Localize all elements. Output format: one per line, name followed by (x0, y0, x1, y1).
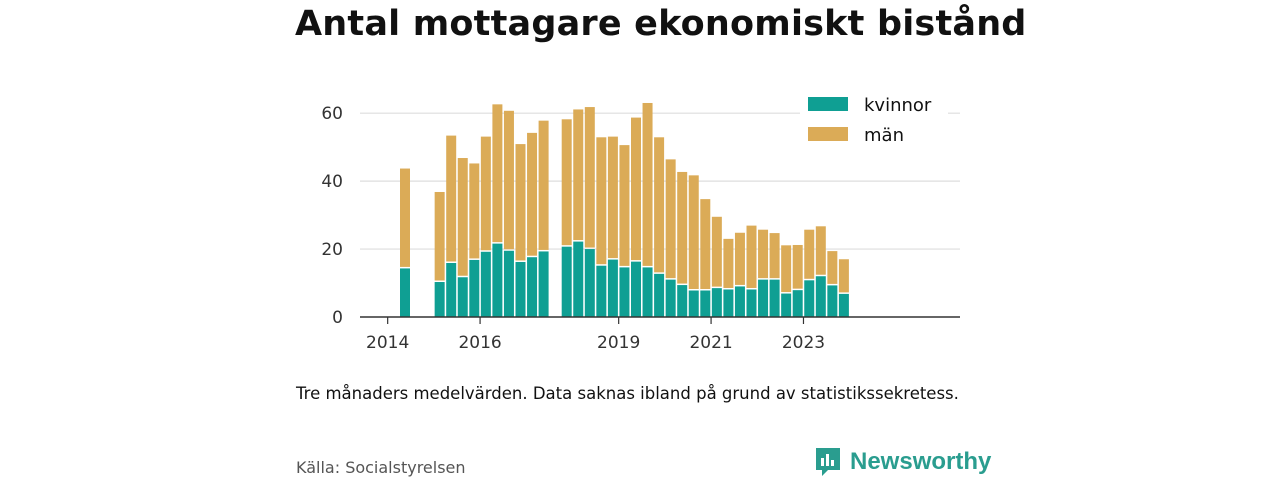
bar-man (400, 168, 410, 267)
y-tick-label: 60 (321, 104, 343, 124)
brand-name: Newsworthy (850, 448, 992, 475)
x-tick-label: 2021 (689, 333, 732, 353)
bar-man (838, 259, 849, 293)
chart-title: Antal mottagare ekonomiskt bistånd (295, 4, 1027, 44)
bar-kvinnor (700, 290, 711, 317)
bar-kvinnor (561, 246, 572, 317)
bar-man (480, 136, 491, 251)
bar-kvinnor (480, 251, 491, 317)
bar-kvinnor (677, 285, 688, 317)
bar-man (527, 132, 538, 256)
bar-man (584, 107, 595, 248)
legend-label-man: män (864, 125, 904, 146)
x-tick-label: 2023 (782, 333, 825, 353)
bar-man (815, 226, 826, 275)
bar-kvinnor (573, 241, 584, 317)
bar-man (700, 199, 711, 290)
x-tick-label: 2019 (597, 333, 640, 353)
bar-kvinnor (723, 289, 734, 317)
legend-swatch-man (808, 127, 848, 141)
bar-man (711, 216, 722, 287)
bar-kvinnor (515, 261, 526, 317)
bar-man (723, 238, 734, 288)
bar-man (538, 120, 549, 250)
bar-kvinnor (781, 293, 792, 317)
bar-man (573, 109, 584, 241)
bar-man (642, 102, 653, 266)
bar-kvinnor (400, 268, 410, 317)
bar-kvinnor (527, 257, 538, 317)
y-tick-label: 20 (321, 240, 343, 260)
bar-man (677, 171, 688, 284)
bar-man (631, 117, 641, 261)
bar-kvinnor (446, 262, 457, 317)
bar-man (434, 191, 445, 281)
bar-kvinnor (804, 280, 815, 317)
chart-note: Tre månaders medelvärden. Data saknas ib… (296, 384, 959, 403)
bar-man (804, 229, 815, 279)
bars (400, 102, 849, 317)
bar-kvinnor (838, 293, 849, 317)
bar-kvinnor (607, 259, 618, 317)
bar-kvinnor (492, 243, 503, 317)
bar-man (734, 232, 745, 285)
bar-man (769, 233, 780, 279)
bar-man (492, 104, 503, 243)
bar-kvinnor (792, 290, 803, 317)
bar-man (561, 119, 572, 246)
brand-logo: Newsworthy (814, 446, 991, 478)
legend-label-kvinnor: kvinnor (864, 95, 932, 116)
bar-kvinnor (457, 277, 468, 317)
bar-kvinnor (469, 259, 480, 317)
source-credit: Källa: Socialstyrelsen (296, 458, 466, 477)
bar-man (457, 158, 468, 276)
bar-man (654, 137, 665, 273)
bar-kvinnor (434, 282, 445, 317)
bar-kvinnor (734, 286, 745, 317)
bar-man (469, 163, 480, 259)
bar-man (688, 175, 699, 290)
bar-kvinnor (827, 285, 838, 317)
bar-man (665, 159, 676, 279)
bar-kvinnor (769, 279, 780, 317)
axes: 0 20 40 60 2014 2016 2019 2021 2023 (321, 104, 960, 353)
x-tick-label: 2014 (366, 333, 409, 353)
bar-kvinnor (619, 267, 630, 317)
bar-kvinnor (654, 273, 665, 317)
bar-kvinnor (711, 288, 722, 317)
bar-man (781, 245, 792, 293)
bar-man (446, 135, 457, 262)
bar-man (596, 137, 607, 265)
bar-man (619, 145, 630, 266)
bar-kvinnor (758, 279, 769, 317)
bar-man (758, 229, 769, 279)
y-tick-label: 0 (332, 308, 343, 328)
bar-kvinnor (688, 290, 699, 317)
bar-man (607, 136, 618, 259)
stacked-bar-chart: 0 20 40 60 2014 2016 2019 2021 2023 kvinnor män (321, 88, 960, 353)
bar-kvinnor (596, 265, 607, 317)
newsworthy-logo-icon (816, 448, 840, 476)
bar-kvinnor (815, 276, 826, 317)
legend: kvinnor män (800, 88, 948, 158)
y-tick-label: 40 (321, 172, 343, 192)
bar-kvinnor (746, 289, 757, 317)
bar-man (792, 244, 803, 289)
bar-man (503, 110, 514, 250)
bar-kvinnor (642, 267, 653, 317)
bar-man (827, 251, 838, 284)
x-tick-label: 2016 (458, 333, 501, 353)
bar-man (746, 225, 757, 288)
legend-swatch-kvinnor (808, 97, 848, 111)
bar-kvinnor (538, 251, 549, 317)
bar-kvinnor (584, 249, 595, 317)
bar-kvinnor (631, 261, 641, 317)
bar-kvinnor (665, 279, 676, 317)
bar-kvinnor (503, 250, 514, 317)
bar-man (515, 144, 526, 261)
